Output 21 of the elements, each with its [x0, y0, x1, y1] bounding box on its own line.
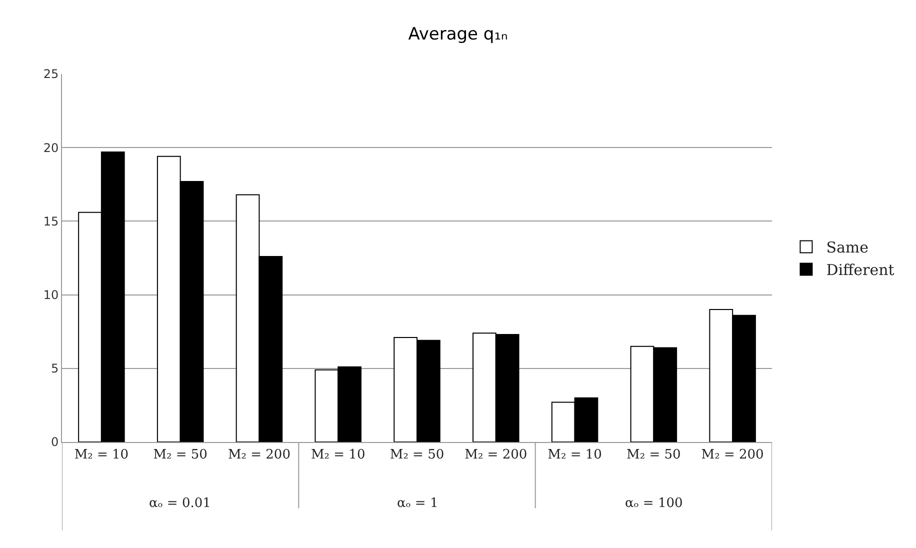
text: αₒ = 1	[397, 496, 438, 511]
x-tick-label: M₂ = 10	[74, 448, 129, 463]
y-tick-label: 10	[43, 288, 59, 302]
y-tick-label: 20	[43, 140, 59, 155]
x-tick-label: M₂ = 10	[310, 448, 366, 463]
text: αₒ = 100	[625, 496, 683, 511]
legend-label: Same	[826, 238, 869, 257]
x-tick-label: M₂ = 200	[228, 448, 290, 463]
y-tick-label: 25	[43, 67, 59, 82]
x-tick-label: M₂ = 50	[390, 448, 444, 463]
y-tick-label: 0	[50, 435, 59, 450]
x-tick-label: M₂ = 10	[548, 448, 602, 463]
x-tick-label: M₂ = 200	[464, 448, 528, 463]
chart-title: Average q₁ₙ	[408, 24, 508, 44]
x-tick-label: M₂ = 50	[153, 448, 208, 463]
y-tick-label: 15	[43, 214, 59, 228]
text: αₒ = 0.01	[149, 496, 211, 511]
y-tick-label: 5	[50, 362, 59, 376]
x-tick-label: M₂ = 50	[626, 448, 681, 463]
legend-label: Different	[826, 261, 894, 280]
x-tick-label: M₂ = 200	[701, 448, 764, 463]
